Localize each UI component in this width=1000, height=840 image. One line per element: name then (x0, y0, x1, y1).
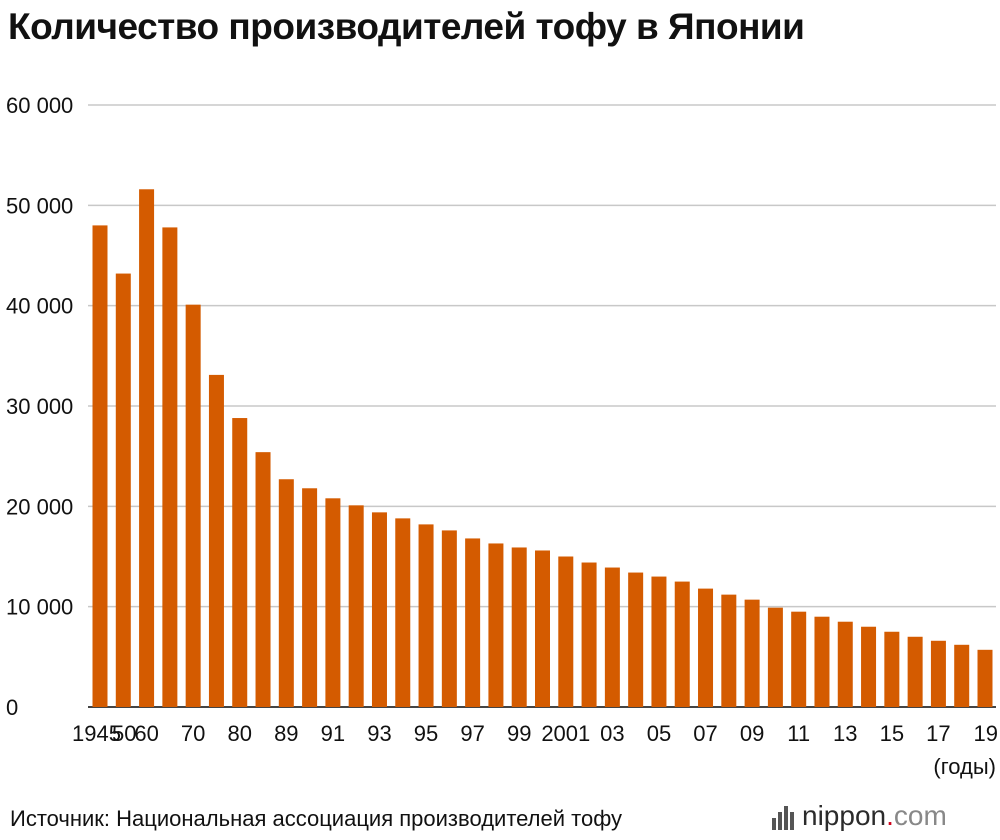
x-tick-label: 89 (274, 721, 298, 746)
y-axis-tick-labels: 0 10 000 20 000 30 000 40 000 50 000 60 000 (6, 93, 73, 720)
y-tick-label: 50 000 (6, 193, 73, 218)
y-tick-label: 60 000 (6, 93, 73, 118)
bar-1965 (162, 227, 178, 707)
bar-2010 (767, 607, 783, 707)
bar-1985 (255, 452, 271, 707)
bar-1970 (185, 304, 201, 707)
x-tick-label: 50 (112, 721, 136, 746)
bar-2002 (581, 562, 597, 707)
logo-dot: . (886, 800, 894, 831)
bar-2000 (535, 550, 550, 707)
logo-wordmark: nippon.com (802, 800, 947, 832)
bar-1998 (488, 543, 504, 707)
bar-2003 (604, 567, 620, 707)
x-tick-label: 09 (740, 721, 764, 746)
bar-1989 (278, 479, 294, 707)
y-tick-label: 0 (6, 695, 18, 720)
bar-2004 (628, 572, 644, 707)
bar-1996 (441, 530, 457, 707)
bar-1994 (395, 518, 411, 707)
x-tick-label: 97 (460, 721, 484, 746)
x-tick-label: 99 (507, 721, 531, 746)
x-tick-label: 13 (833, 721, 857, 746)
y-tick-label: 20 000 (6, 494, 73, 519)
y-tick-label: 10 000 (6, 595, 73, 620)
x-tick-label: 15 (880, 721, 904, 746)
bar-2012 (814, 616, 830, 707)
y-tick-label: 30 000 (6, 394, 73, 419)
bar-1980 (232, 418, 248, 707)
bar-2018 (954, 644, 970, 707)
bar-2011 (791, 611, 807, 707)
bar-1991 (325, 498, 341, 707)
source-note: Источник: Национальная ассоциация произв… (10, 806, 623, 831)
bar-1995 (418, 524, 434, 707)
bar-2017 (930, 640, 946, 707)
bar-2006 (674, 581, 690, 707)
bar-2005 (651, 576, 667, 707)
x-tick-label: 19 (974, 721, 998, 746)
bar-1950 (115, 273, 131, 707)
bar-2014 (861, 626, 877, 707)
x-tick-label: 70 (181, 721, 205, 746)
bar-1990 (302, 488, 318, 707)
x-tick-label: 1945 (72, 721, 121, 746)
bar-2009 (744, 599, 760, 707)
nippon-logo: nippon.com (772, 800, 996, 834)
bar-chart: 0 10 000 20 000 30 000 40 000 50 000 60 000 19… (6, 93, 998, 779)
bar-series (92, 189, 993, 707)
x-tick-label: 03 (600, 721, 624, 746)
x-tick-label: 07 (693, 721, 717, 746)
bar-2001 (558, 556, 574, 707)
bar-1993 (371, 512, 387, 707)
x-tick-label: 2001 (541, 721, 590, 746)
y-tick-label: 40 000 (6, 294, 73, 319)
logo-tld: com (893, 800, 947, 831)
bar-1960 (139, 189, 155, 707)
x-axis-label: (годы) (933, 754, 996, 779)
logo-bars-icon (772, 806, 796, 830)
x-tick-label: 91 (321, 721, 345, 746)
logo-name: nippon (802, 800, 887, 831)
chart-title: Количество производителей тофу в Японии (8, 6, 805, 47)
bar-2007 (698, 588, 714, 707)
x-tick-label: 17 (926, 721, 950, 746)
bar-2016 (907, 636, 923, 707)
bar-2013 (837, 621, 853, 707)
x-tick-label: 60 (134, 721, 158, 746)
x-tick-label: 95 (414, 721, 438, 746)
bar-1992 (348, 505, 364, 707)
x-tick-label: 05 (647, 721, 671, 746)
x-tick-label: 93 (367, 721, 391, 746)
bar-1999 (511, 547, 527, 707)
bar-2015 (884, 631, 900, 707)
bar-1997 (465, 538, 481, 707)
bar-1975 (208, 374, 224, 707)
x-tick-label: 80 (227, 721, 251, 746)
bar-1945 (92, 225, 108, 707)
x-tick-label: 11 (787, 721, 810, 746)
bar-2008 (721, 594, 737, 707)
bar-2019 (977, 649, 993, 707)
